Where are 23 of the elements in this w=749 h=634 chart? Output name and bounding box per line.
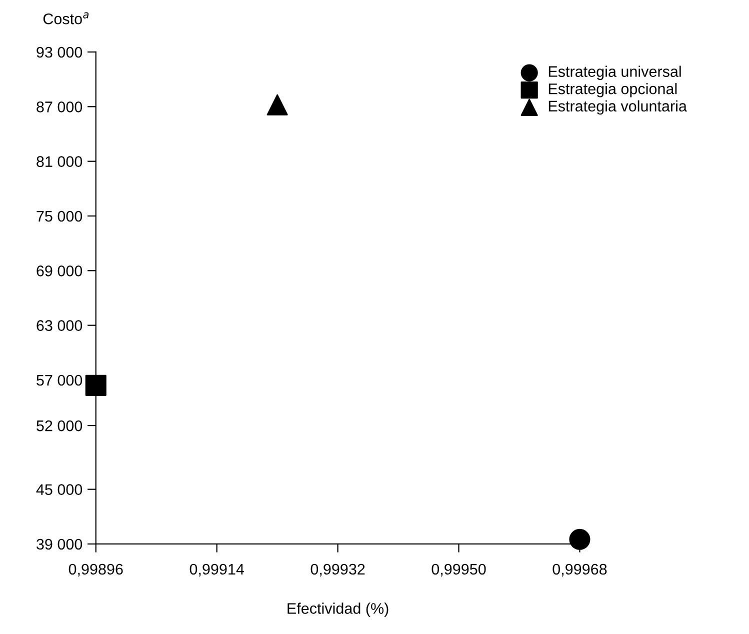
x-tick-label: 0,99950 [432,564,486,576]
y-tick-label: 69 000 [36,266,82,276]
y-tick-label: 52 000 [36,420,82,432]
y-tick-label: 45 000 [36,484,82,495]
x-tick-label: 0,99968 [552,564,607,576]
y-tick-label: 39 000 [36,538,82,550]
y-tick-label: 93 000 [36,46,82,58]
legend-label: Estrategia voluntaria [548,100,687,115]
y-tick-label: 87 000 [36,102,82,112]
y-tick-label: 63 000 [36,320,82,331]
y-tick-label: 81 000 [36,156,82,168]
x-tick-label: 0,99914 [190,564,244,576]
x-axis-title: Efectividad (%) [288,602,388,617]
legend-label: Estrategia universal [548,66,681,80]
point [85,374,106,396]
point [569,528,590,550]
point [266,94,288,116]
y-tick-label: 57 000 [36,374,82,386]
x-tick-label: 0,99932 [310,564,365,576]
x-tick-label: 0,99896 [68,564,123,576]
legend-label: Estrategia opcional [548,83,677,98]
y-tick-label: 75 000 [36,210,82,222]
y-axis-title: Costo$^{a}$ [43,12,89,24]
